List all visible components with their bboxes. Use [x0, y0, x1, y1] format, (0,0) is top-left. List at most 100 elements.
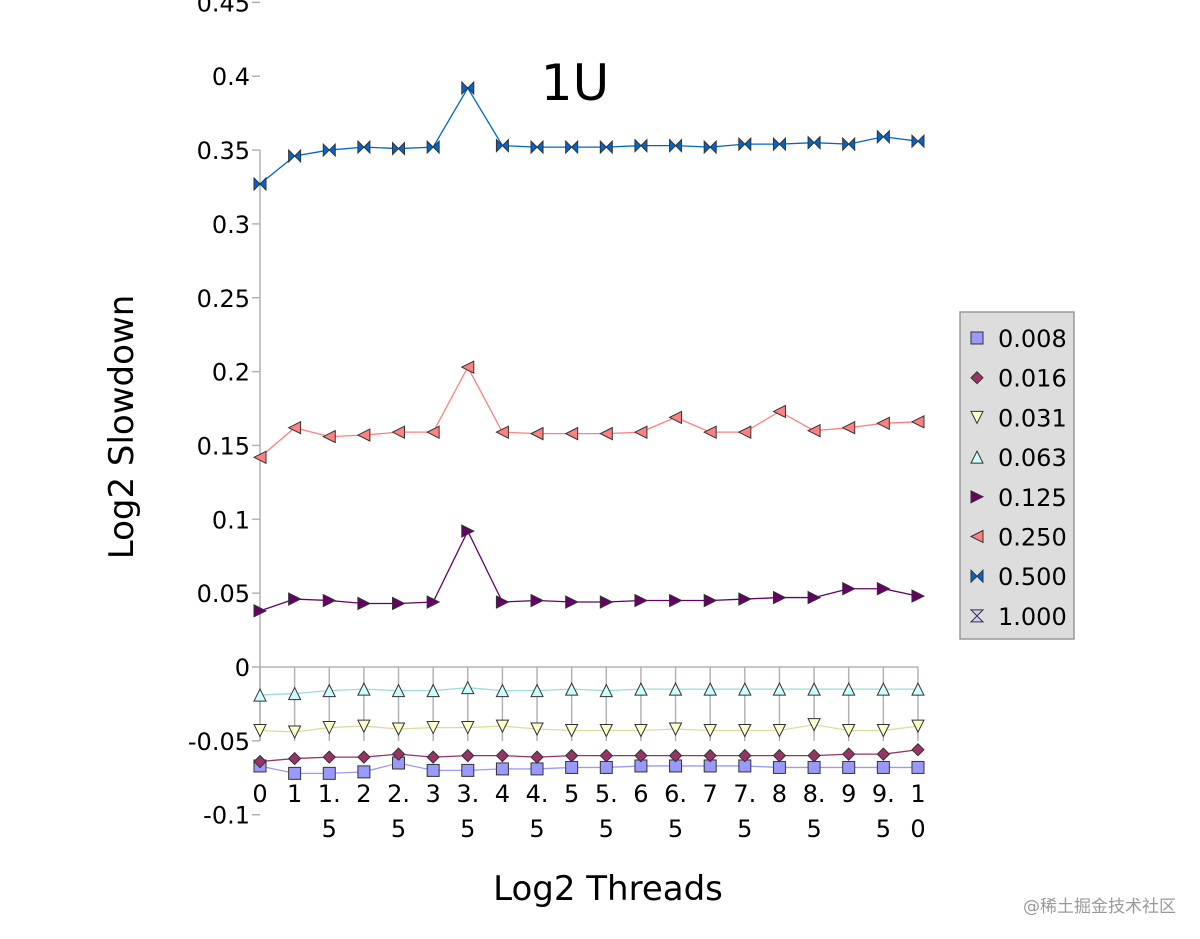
data-point: [668, 722, 683, 737]
x-tick-label: 5: [391, 815, 406, 843]
data-point: [253, 724, 267, 738]
x-tick-label: 7.: [733, 780, 756, 808]
y-tick-label: 0: [235, 654, 250, 682]
data-point: [737, 425, 752, 439]
legend-label: 1.000: [998, 603, 1067, 631]
data-point: [842, 747, 856, 761]
data-point: [391, 425, 406, 439]
data-point: [807, 718, 821, 732]
data-point: [287, 725, 302, 740]
data-point: [426, 139, 440, 155]
data-point: [495, 762, 509, 776]
data-point: [391, 747, 406, 761]
x-tick-label: 5: [599, 815, 614, 843]
data-point: [738, 724, 752, 738]
y-tick-label: 0.35: [197, 137, 250, 165]
data-point: [530, 722, 544, 737]
data-point: [772, 404, 786, 419]
data-point: [599, 426, 613, 441]
x-tick-label: 8.: [803, 780, 826, 808]
data-point: [703, 682, 717, 696]
x-tick-label: 5: [460, 815, 475, 843]
legend-marker: [969, 529, 984, 544]
data-point: [357, 719, 371, 734]
y-tick-label: 0.15: [197, 432, 250, 460]
y-tick-label: 0.45: [197, 0, 250, 17]
data-point: [253, 176, 267, 192]
data-point: [322, 766, 336, 780]
data-point: [287, 751, 302, 766]
legend-label: 0.008: [998, 325, 1067, 353]
data-point: [461, 763, 475, 777]
data-point: [253, 687, 267, 702]
data-point: [772, 748, 787, 763]
y-tick-label: 0.4: [212, 63, 250, 91]
data-point: [530, 593, 545, 608]
y-tick-label: 0.25: [197, 285, 250, 313]
data-point: [807, 760, 821, 774]
data-point: [392, 141, 406, 156]
data-point: [530, 750, 544, 764]
x-tick-label: 5: [876, 815, 891, 843]
data-point: [634, 748, 648, 763]
series-0.063: [253, 680, 925, 702]
x-tick-label: 1: [910, 780, 925, 808]
x-tick-label: 9.: [872, 780, 895, 808]
legend-item: 0.500: [970, 563, 1067, 591]
data-point: [495, 748, 510, 763]
data-point: [668, 682, 683, 696]
data-point: [564, 682, 579, 696]
data-point: [876, 760, 890, 774]
data-point: [876, 724, 891, 738]
x-axis: 0 1 1.52 2.53 3.54 4.55 5.56 6.57 7.58 8.59 9.510: [252, 666, 926, 843]
legend-item: 0.016: [970, 365, 1067, 393]
data-point: [807, 748, 821, 763]
data-point: [288, 148, 302, 164]
series-layer: [252, 80, 926, 780]
data-point: [391, 722, 406, 737]
data-point: [322, 750, 336, 764]
x-tick-label: 6.: [664, 780, 687, 808]
legend-item: 0.250: [969, 524, 1067, 552]
data-point: [738, 592, 752, 606]
data-point: [287, 686, 302, 701]
data-point: [668, 410, 683, 425]
data-point: [322, 142, 336, 158]
data-point: [910, 415, 925, 429]
series-line: [259, 723, 919, 733]
legend-item: 0.031: [970, 404, 1067, 432]
data-point: [911, 682, 925, 696]
x-tick-label: 6: [633, 780, 648, 808]
x-tick-label: 3.: [456, 780, 479, 808]
x-tick-label: 9: [841, 780, 856, 808]
data-point: [703, 139, 717, 155]
data-point: [807, 682, 821, 696]
data-point: [911, 760, 925, 774]
data-point: [565, 139, 579, 155]
data-point: [460, 721, 475, 735]
data-point: [495, 425, 509, 439]
legend-marker: [970, 449, 984, 464]
legend-item: 0.008: [970, 325, 1067, 353]
data-point: [426, 595, 441, 609]
data-point: [634, 682, 648, 696]
x-tick-label: 5: [668, 815, 683, 843]
data-point: [530, 762, 544, 776]
data-point: [772, 724, 787, 738]
data-point: [426, 763, 440, 777]
data-point: [495, 595, 510, 609]
data-point: [322, 721, 337, 735]
legend-marker: [969, 609, 985, 623]
data-point: [495, 138, 509, 153]
y-axis-title: Log2 Slowdown: [102, 295, 142, 560]
data-point: [391, 683, 406, 698]
data-point: [461, 748, 475, 763]
x-tick-label: 1.: [318, 780, 341, 808]
data-point: [252, 450, 267, 465]
x-tick-label: 5: [322, 815, 337, 843]
x-tick-label: 0: [910, 815, 925, 843]
x-tick-label: 8: [772, 780, 787, 808]
data-point: [599, 683, 614, 698]
data-point: [842, 760, 856, 774]
